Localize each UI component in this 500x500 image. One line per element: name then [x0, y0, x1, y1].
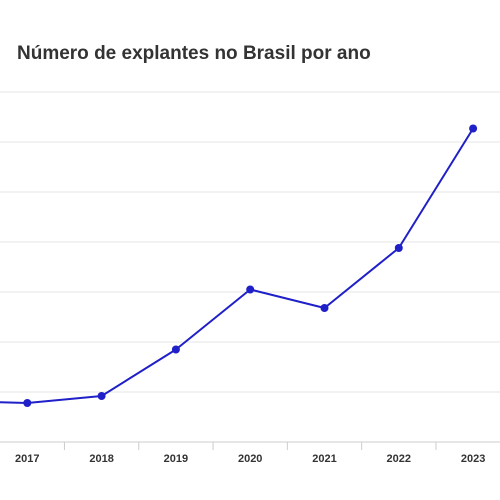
x-tick-label-2021: 2021 — [312, 453, 336, 465]
data-point-2017[interactable] — [23, 399, 32, 407]
data-point-2022[interactable] — [394, 244, 403, 252]
data-point-2023[interactable] — [469, 124, 478, 133]
x-tick-label-2019: 2019 — [164, 453, 188, 465]
chart-title: Número de explantes no Brasil por ano — [17, 43, 371, 64]
data-point-2018[interactable] — [97, 392, 106, 400]
grid-lines — [0, 91, 500, 393]
x-tick-label-2018: 2018 — [89, 453, 113, 465]
series-layer — [0, 124, 478, 407]
x-tick-label-2020: 2020 — [238, 453, 262, 465]
x-tick-label-2023: 2023 — [461, 453, 485, 465]
x-tick-label-2022: 2022 — [387, 453, 411, 465]
data-point-2019[interactable] — [171, 345, 180, 354]
data-point-2020[interactable] — [246, 285, 255, 294]
series-line — [0, 127, 474, 404]
x-axis: 2017 2018 2019 2020 2021 2022 2023 — [0, 441, 500, 465]
data-point-2021[interactable] — [320, 304, 329, 312]
x-tick-label-2017: 2017 — [15, 453, 39, 465]
